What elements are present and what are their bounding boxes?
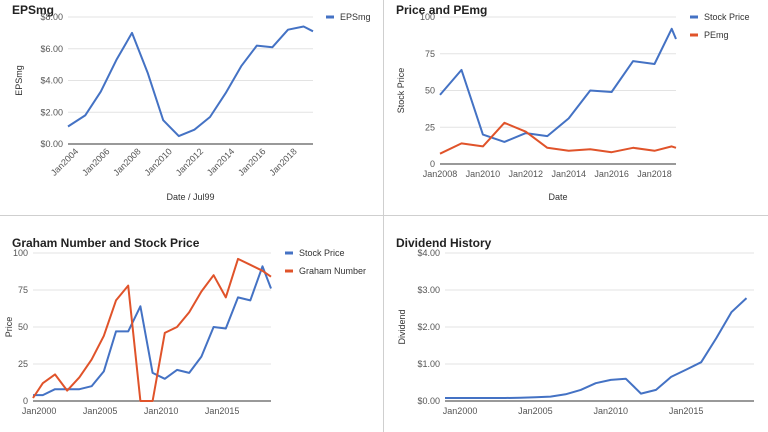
- legend-label: EPSmg: [340, 12, 371, 22]
- y-tick-label: $8.00: [40, 12, 63, 22]
- chart-title: EPSmg: [12, 3, 54, 17]
- x-tick-label: Jan2012: [174, 146, 205, 177]
- y-axis-label: Stock Price: [396, 68, 406, 114]
- legend-label: PEmg: [704, 30, 729, 40]
- x-tick-label: Jan2010: [466, 169, 501, 179]
- x-tick-label: Jan2012: [509, 169, 544, 179]
- series-line-1: [439, 121, 677, 155]
- y-tick-label: $6.00: [40, 44, 63, 54]
- x-tick-label: Jan2000: [22, 406, 57, 416]
- x-tick-label: Jan2008: [111, 146, 142, 177]
- x-tick-label: Jan2005: [518, 406, 553, 416]
- series-line-1: [32, 257, 272, 402]
- x-tick-label: Jan2005: [83, 406, 118, 416]
- chart-title: Dividend History: [396, 236, 492, 250]
- x-tick-label: Jan2008: [423, 169, 458, 179]
- y-tick-label: $4.00: [417, 248, 440, 258]
- x-axis-label: Date: [548, 192, 567, 202]
- y-tick-label: $2.00: [417, 322, 440, 332]
- y-tick-label: 100: [13, 248, 28, 258]
- series-line-0: [439, 27, 677, 143]
- x-tick-label: Jan2015: [669, 406, 704, 416]
- chart-title: Graham Number and Stock Price: [12, 236, 200, 250]
- y-axis-label: EPSmg: [14, 65, 24, 96]
- y-tick-label: 0: [23, 396, 28, 406]
- y-tick-label: 100: [420, 12, 435, 22]
- y-tick-label: $0.00: [40, 139, 63, 149]
- x-tick-label: Jan2018: [637, 169, 672, 179]
- chart-title: Price and PEmg: [396, 3, 487, 17]
- y-tick-label: $1.00: [417, 359, 440, 369]
- legend-label: Stock Price: [704, 12, 750, 22]
- series-line-0: [33, 265, 272, 397]
- dividend-chart-panel: Dividend History $0.00 $1.00 $2.00 $3.00 $4.0…: [384, 216, 768, 432]
- x-tick-label: Jan2018: [267, 146, 298, 177]
- graham-chart-panel: Graham Number and Stock Price 0 25 50 75 100 J…: [0, 216, 383, 432]
- chart-svg-3: Dividend History $0.00 $1.00 $2.00 $3.00 $4.0…: [396, 236, 754, 416]
- chart-svg-1: Price and PEmg 0 25 50 75 100 Jan2008 Jan2010 Ja…: [396, 3, 750, 202]
- x-tick-label: Jan2010: [594, 406, 629, 416]
- y-tick-label: 0: [430, 159, 435, 169]
- x-tick-label: Jan2014: [551, 169, 586, 179]
- x-tick-label: Jan2000: [443, 406, 478, 416]
- y-tick-label: $3.00: [417, 285, 440, 295]
- panel-divider-horizontal: [0, 215, 768, 216]
- y-tick-label: 50: [18, 322, 28, 332]
- y-tick-label: 50: [425, 86, 435, 96]
- panel-divider-vertical: [383, 0, 384, 432]
- x-axis-label: Date / Jul99: [166, 192, 214, 202]
- eps-chart-panel: EPSmg $0.00 $2.00 $4.00 $6.00 $8.00 Jan2004 Jan…: [0, 0, 383, 215]
- legend-label: Stock Price: [299, 248, 345, 258]
- y-axis-label: Price: [4, 317, 14, 338]
- y-tick-label: $4.00: [40, 76, 63, 86]
- y-axis-label: Dividend: [397, 309, 407, 344]
- x-tick-label: Jan2006: [80, 146, 111, 177]
- series-line-0: [67, 25, 314, 138]
- y-tick-label: 75: [18, 285, 28, 295]
- y-tick-label: 25: [425, 122, 435, 132]
- x-tick-label: Jan2010: [142, 146, 173, 177]
- x-tick-label: Jan2010: [144, 406, 179, 416]
- x-tick-label: Jan2016: [236, 146, 267, 177]
- legend-label: Graham Number: [299, 266, 366, 276]
- series-line-0: [445, 297, 748, 399]
- x-tick-label: Jan2004: [49, 146, 80, 177]
- x-tick-label: Jan2016: [594, 169, 629, 179]
- y-tick-label: 25: [18, 359, 28, 369]
- y-tick-label: 75: [425, 49, 435, 59]
- x-tick-label: Jan2014: [205, 146, 236, 177]
- x-tick-label: Jan2015: [205, 406, 240, 416]
- y-tick-label: $2.00: [40, 107, 63, 117]
- y-tick-label: $0.00: [417, 396, 440, 406]
- price-pe-chart-panel: Price and PEmg 0 25 50 75 100 Jan2008 Jan2010 Ja…: [384, 0, 768, 215]
- chart-svg-2: Graham Number and Stock Price 0 25 50 75 100 J…: [4, 236, 366, 416]
